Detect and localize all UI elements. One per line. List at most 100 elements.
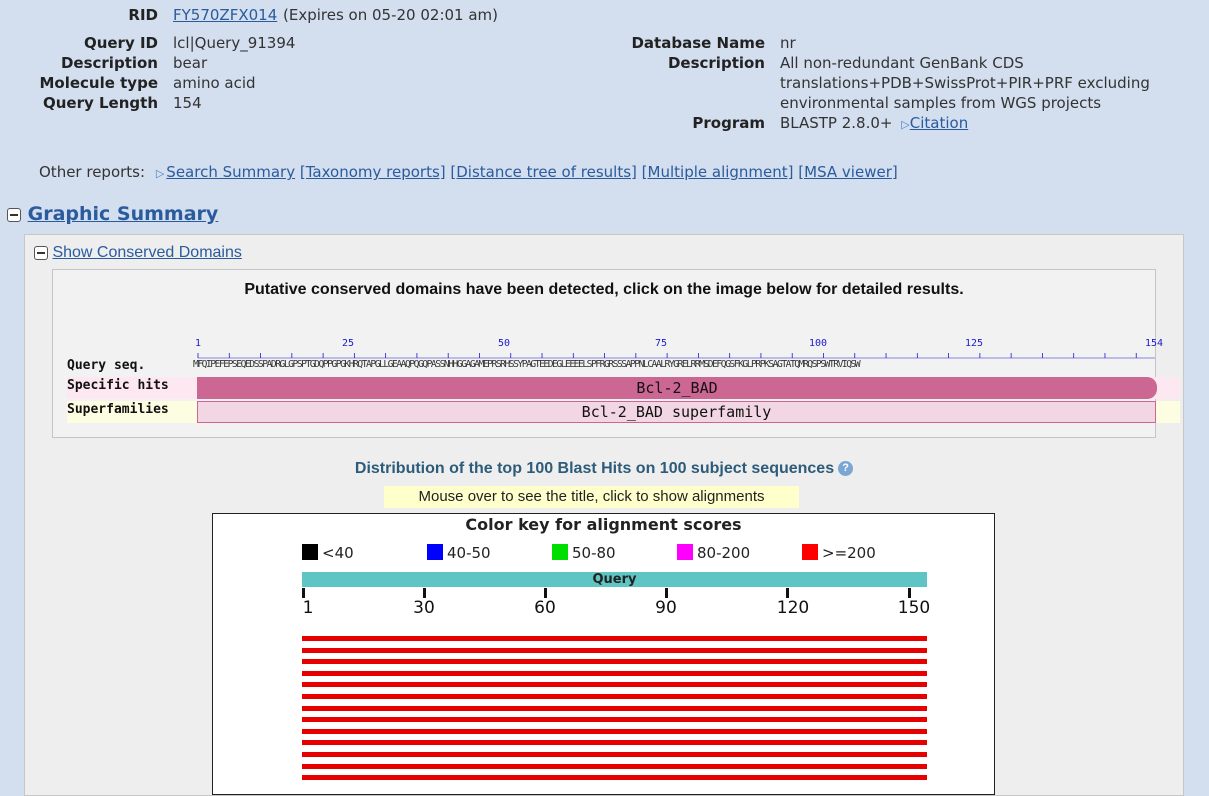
citation-arrow-icon: ▷ <box>901 118 910 131</box>
legend-label: <40 <box>322 544 354 562</box>
legend-swatch <box>802 544 818 560</box>
distribution-title-text: Distribution of the top 100 Blast Hits o… <box>354 460 835 477</box>
legend-label: 80-200 <box>697 544 751 562</box>
superfamilies-label: Superfamilies <box>67 402 169 417</box>
axis-tick <box>302 588 305 598</box>
axis-tick-label: 60 <box>534 598 556 618</box>
query-id-label: Query ID <box>83 34 158 52</box>
legend-swatch <box>302 544 318 560</box>
axis-tick-label: 1 <box>302 598 314 618</box>
query-length-label: Query Length <box>43 94 158 112</box>
blast-hit-line[interactable] <box>302 740 927 746</box>
taxonomy-reports-link[interactable]: [Taxonomy reports] <box>299 163 446 181</box>
color-key-title: Color key for alignment scores <box>465 515 742 534</box>
legend-item: 50-80 <box>552 544 616 562</box>
mouseover-hint: Mouse over to see the title, click to sh… <box>384 486 799 508</box>
molecule-type-value: amino acid <box>173 74 256 92</box>
blast-hit-line[interactable] <box>302 682 927 688</box>
search-summary-link[interactable]: Search Summary <box>166 163 296 181</box>
blast-hit-line[interactable] <box>302 647 927 653</box>
ruler-label: 1 <box>194 338 202 349</box>
legend-item: <40 <box>302 544 354 562</box>
axis-tick-label: 150 <box>897 598 931 618</box>
rid-link[interactable]: FY570ZFX014 <box>173 6 278 24</box>
other-reports: Other reports: ▷ Search Summary [Taxonomy… <box>39 163 898 181</box>
blast-hit-line[interactable] <box>302 670 927 676</box>
multiple-alignment-link[interactable]: [Multiple alignment] <box>641 163 794 181</box>
legend-label: 50-80 <box>572 544 616 562</box>
blast-hit-line[interactable] <box>302 775 927 781</box>
db-description-line3: environmental samples from WGS projects <box>780 94 1102 112</box>
rid-label: RID <box>128 6 158 24</box>
axis-tick <box>908 588 911 598</box>
axis-tick-label: 90 <box>655 598 677 618</box>
distance-tree-link[interactable]: [Distance tree of results] <box>450 163 637 181</box>
legend-item: 40-50 <box>427 544 491 562</box>
database-name-value: nr <box>780 34 796 52</box>
legend-swatch <box>677 544 693 560</box>
query-sequence: MFQIPEFEPSEQEDSSPADRGLGPSPTGDQPPGPGKHRQT… <box>193 359 861 370</box>
msa-viewer-link[interactable]: [MSA viewer] <box>798 163 898 181</box>
blast-hit-line[interactable] <box>302 705 927 711</box>
axis-tick-label: 120 <box>776 598 810 618</box>
program-value: BLASTP 2.8.0+ ▷Citation <box>780 114 968 132</box>
blast-hit-line[interactable] <box>302 717 927 723</box>
distribution-title: Distribution of the top 100 Blast Hits o… <box>24 460 1184 478</box>
ruler-label: 154 <box>1144 338 1164 349</box>
program-label: Program <box>692 114 765 132</box>
alignment-score-panel <box>212 513 995 795</box>
axis-tick <box>665 588 668 598</box>
legend-item: 80-200 <box>677 544 750 562</box>
axis-tick-label: 30 <box>413 598 435 618</box>
graphic-summary-link[interactable]: Graphic Summary <box>27 203 219 225</box>
db-description-line2: translations+PDB+SwissProt+PIR+PRF exclu… <box>780 74 1150 92</box>
search-summary-arrow-icon: ▷ <box>155 167 165 180</box>
db-description-label: Description <box>667 54 765 72</box>
query-bar: Query <box>302 572 927 587</box>
help-icon[interactable]: ? <box>838 461 854 477</box>
rid-expires: (Expires on 05-20 02:01 am) <box>283 6 499 24</box>
sequence-ruler <box>197 353 1155 359</box>
ruler-label: 75 <box>654 338 668 349</box>
show-conserved-domains-link[interactable]: Show Conserved Domains <box>52 244 242 261</box>
superfamily-name: Bcl-2_BAD superfamily <box>581 403 772 421</box>
other-reports-label: Other reports: <box>39 163 146 181</box>
legend-label: 40-50 <box>447 544 491 562</box>
blast-hit-line[interactable] <box>302 659 927 665</box>
specific-hit-name: Bcl-2_BAD <box>636 379 718 397</box>
graphic-summary-heading: Graphic Summary <box>7 203 218 225</box>
collapse-conserved-domains-icon[interactable] <box>34 245 48 260</box>
conserved-domains-message: Putative conserved domains have been det… <box>244 281 964 298</box>
blast-hit-line[interactable] <box>302 752 927 757</box>
program-version: BLASTP 2.8.0+ <box>780 114 893 132</box>
ruler-label: 125 <box>964 338 984 349</box>
legend-swatch <box>552 544 568 560</box>
blast-hit-line[interactable] <box>302 763 927 769</box>
ruler-label: 100 <box>808 338 828 349</box>
blast-hit-line[interactable] <box>302 694 927 699</box>
specific-hits-label: Specific hits <box>67 378 169 393</box>
molecule-type-label: Molecule type <box>39 74 158 92</box>
blast-hit-line[interactable] <box>302 728 927 734</box>
specific-hit-bar[interactable]: Bcl-2_BAD <box>197 377 1157 399</box>
legend-swatch <box>427 544 443 560</box>
legend-item: >=200 <box>802 544 876 562</box>
description-value: bear <box>173 54 208 72</box>
query-id-value: lcl|Query_91394 <box>173 34 296 52</box>
collapse-graphic-summary-icon[interactable] <box>7 207 21 222</box>
ruler-label: 50 <box>497 338 511 349</box>
axis-tick <box>544 588 547 598</box>
legend-label: >=200 <box>822 544 876 562</box>
query-seq-label: Query seq. <box>67 358 146 373</box>
db-description-line1: All non-redundant GenBank CDS <box>780 54 1024 72</box>
description-label: Description <box>60 54 158 72</box>
citation-link[interactable]: Citation <box>909 114 969 132</box>
axis-tick <box>423 588 426 598</box>
query-length-value: 154 <box>173 94 202 112</box>
superfamily-bar[interactable]: Bcl-2_BAD superfamily <box>197 401 1156 423</box>
conserved-domains-header: Show Conserved Domains <box>34 244 242 262</box>
axis-tick <box>786 588 789 598</box>
database-name-label: Database Name <box>631 34 765 52</box>
blast-hit-line[interactable] <box>302 636 927 641</box>
ruler-label: 25 <box>341 338 355 349</box>
